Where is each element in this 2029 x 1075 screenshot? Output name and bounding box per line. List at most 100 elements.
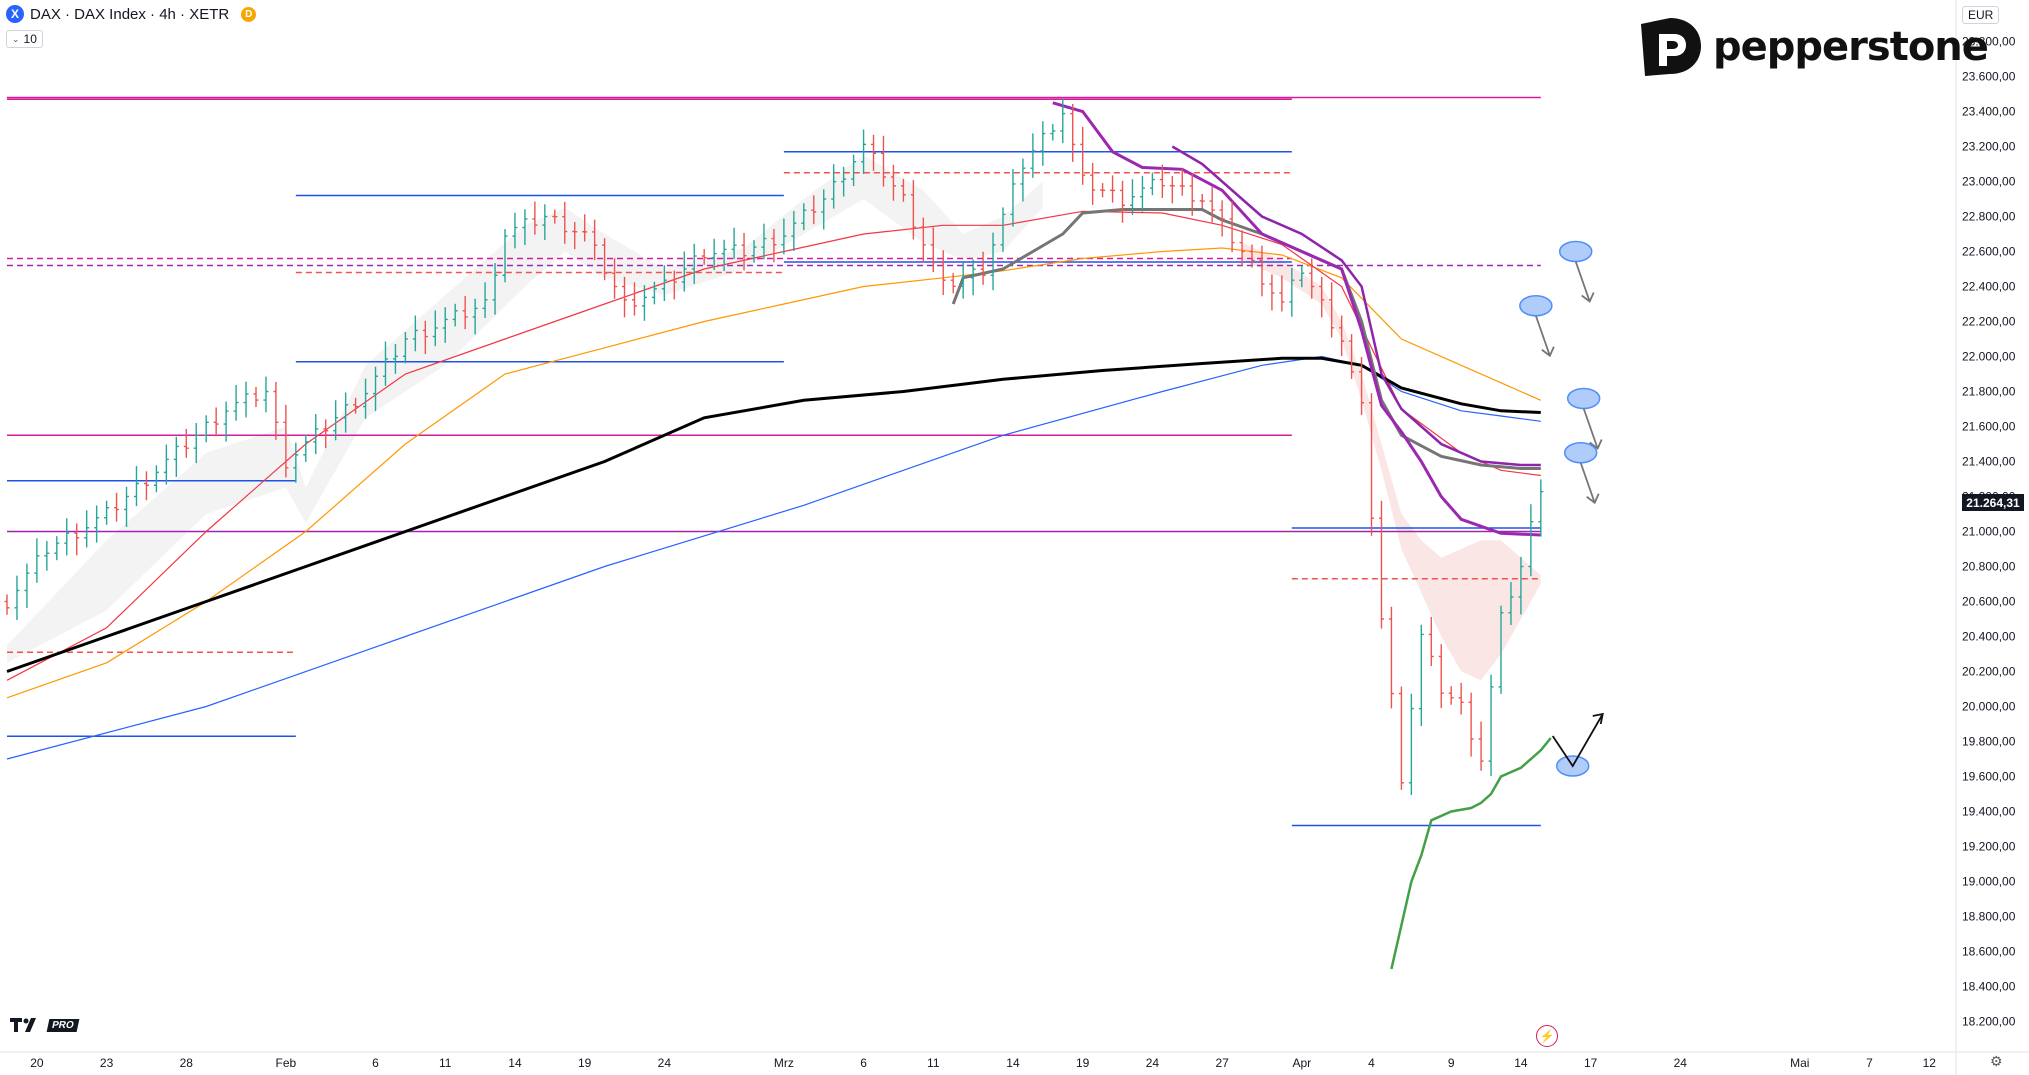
y-tick-label: 20.800,00: [1962, 560, 2016, 574]
x-tick-label: 20: [30, 1056, 44, 1070]
arrowhead-icon: [1592, 712, 1604, 725]
arrowhead-icon: [1581, 292, 1595, 303]
x-tick-label: Mrz: [774, 1056, 794, 1070]
gray-ribbon: [7, 155, 1043, 663]
y-tick-label: 21.600,00: [1962, 420, 2016, 434]
x-tick-label: 28: [180, 1056, 194, 1070]
target-ellipse: [1566, 387, 1601, 410]
currency-selector[interactable]: EUR: [1962, 6, 2000, 24]
pepperstone-p-icon: [1641, 18, 1701, 76]
x-tick-label: Mai: [1790, 1056, 1809, 1070]
arrow-down-icon: [1579, 462, 1596, 504]
x-tick-label: 24: [658, 1056, 672, 1070]
x-tick-label: Apr: [1292, 1056, 1311, 1070]
ribbon-fill-layer: [7, 155, 1541, 681]
brand-logo: pepperstone: [1637, 16, 1989, 78]
purple-line: [1052, 101, 1541, 537]
y-tick-label: 22.000,00: [1962, 350, 2016, 364]
arrow-down-icon: [1582, 408, 1599, 449]
last-price-tag: 21.264,31: [1962, 494, 2024, 511]
x-tick-label: 19: [578, 1056, 592, 1070]
indicator-count-box[interactable]: ⌄ 10: [6, 30, 43, 48]
ema-red-line: [6, 210, 1541, 681]
green-line: [1390, 737, 1552, 970]
arrow-up-icon: [1551, 713, 1604, 768]
arrow-down-icon: [1535, 315, 1551, 357]
y-tick-label: 23.400,00: [1962, 105, 2016, 119]
y-tick-label: 23.600,00: [1962, 70, 2016, 84]
chart-header: X DAX · DAX Index · 4h · XETR D: [6, 5, 257, 23]
y-tick-label: 22.400,00: [1962, 280, 2016, 294]
candles-layer: [4, 98, 1544, 796]
y-tick-label: 19.400,00: [1962, 805, 2016, 819]
y-tick-label: 18.400,00: [1962, 980, 2016, 994]
pro-badge: PRO: [46, 1018, 80, 1032]
arrowhead-icon: [1541, 346, 1555, 358]
target-ellipse: [1519, 295, 1553, 317]
red-ribbon: [1242, 242, 1541, 681]
x-tick-label: 6: [860, 1056, 867, 1070]
y-tick-label: 21.400,00: [1962, 455, 2016, 469]
x-tick-label: 19: [1076, 1056, 1090, 1070]
x-tick-label: 12: [1923, 1056, 1937, 1070]
y-tick-label: 23.200,00: [1962, 140, 2016, 154]
symbol-logo-icon[interactable]: X: [6, 5, 24, 23]
y-tick-label: 23.800,00: [1962, 35, 2016, 49]
x-tick-label: 24: [1146, 1056, 1160, 1070]
y-tick-label: 20.200,00: [1962, 665, 2016, 679]
x-tick-label: 23: [100, 1056, 114, 1070]
x-tick-label: 27: [1215, 1056, 1229, 1070]
delayed-badge[interactable]: D: [241, 6, 257, 22]
y-tick-label: 21.800,00: [1962, 385, 2016, 399]
x-tick-label: 7: [1866, 1056, 1873, 1070]
chevron-down-icon: ⌄: [12, 33, 20, 44]
x-tick-label: Feb: [276, 1056, 297, 1070]
x-tick-label: 24: [1674, 1056, 1688, 1070]
bolt-icon[interactable]: ⚡: [1536, 1025, 1558, 1047]
horizontal-levels-layer: [7, 96, 1541, 827]
y-tick-label: 22.200,00: [1962, 315, 2016, 329]
y-tick-label: 18.800,00: [1962, 910, 2016, 924]
y-tick-label: 22.800,00: [1962, 210, 2016, 224]
x-tick-label: 17: [1584, 1056, 1598, 1070]
gray-avg-line: [951, 208, 1541, 470]
y-tick-label: 19.800,00: [1962, 735, 2016, 749]
arrowhead-icon: [1586, 493, 1600, 505]
x-tick-label: 14: [1006, 1056, 1020, 1070]
x-tick-label: 4: [1368, 1056, 1375, 1070]
y-tick-label: 23.000,00: [1962, 175, 2016, 189]
tradingview-icon: [10, 1018, 36, 1032]
x-tick-label: 6: [372, 1056, 379, 1070]
x-tick-label: 14: [508, 1056, 522, 1070]
tradingview-logo[interactable]: PRO: [10, 1018, 80, 1032]
brand-name: pepperstone: [1713, 24, 1989, 70]
target-ellipse: [1558, 240, 1593, 263]
y-tick-label: 19.600,00: [1962, 770, 2016, 784]
y-tick-label: 20.600,00: [1962, 595, 2016, 609]
x-tick-label: 14: [1514, 1056, 1528, 1070]
symbol-title[interactable]: DAX · DAX Index · 4h · XETR: [30, 5, 230, 23]
y-tick-label: 20.000,00: [1962, 700, 2016, 714]
purple-line-2: [1171, 145, 1541, 467]
ema-blue-line: [6, 355, 1541, 760]
x-tick-label: 9: [1448, 1056, 1455, 1070]
arrow-down-icon: [1574, 261, 1591, 302]
y-tick-label: 18.600,00: [1962, 945, 2016, 959]
y-tick-label: 22.600,00: [1962, 245, 2016, 259]
indicator-count: 10: [23, 32, 37, 46]
target-ellipse: [1563, 442, 1598, 464]
moving-averages-layer: [6, 101, 1552, 970]
arrowhead-icon: [1589, 439, 1603, 450]
y-tick-label: 21.000,00: [1962, 525, 2016, 539]
y-tick-label: 20.400,00: [1962, 630, 2016, 644]
annotations-layer: [1519, 240, 1604, 777]
gear-icon[interactable]: ⚙: [1990, 1053, 2003, 1069]
y-tick-label: 19.200,00: [1962, 840, 2016, 854]
y-tick-label: 18.200,00: [1962, 1015, 2016, 1029]
ema-black-line: [6, 356, 1541, 673]
x-tick-label: 11: [927, 1056, 940, 1070]
y-tick-label: 19.000,00: [1962, 875, 2016, 889]
x-tick-label: 11: [439, 1056, 452, 1070]
